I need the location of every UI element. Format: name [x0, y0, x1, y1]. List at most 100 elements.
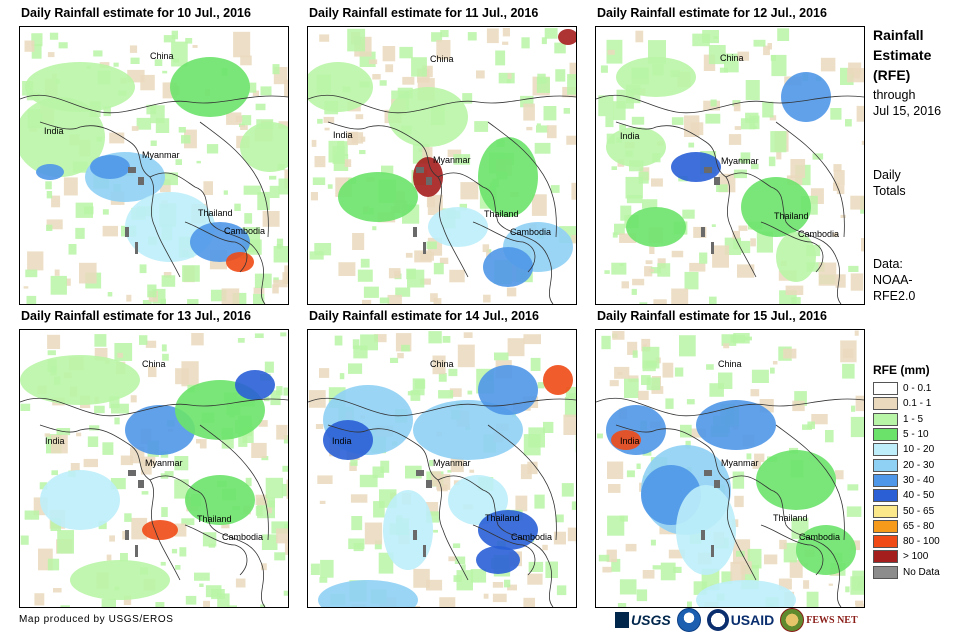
rain-cell [276, 424, 288, 440]
rain-cell [453, 154, 471, 165]
rain-area [478, 365, 538, 415]
rain-cell [699, 252, 708, 264]
rain-cell [199, 439, 207, 449]
rain-cell [462, 93, 473, 104]
rain-cell [460, 182, 479, 200]
rain-cell [820, 57, 836, 72]
rain-cell [237, 338, 245, 343]
legend-label: No Data [903, 566, 940, 578]
rain-cell [315, 424, 324, 429]
rain-cell [447, 470, 452, 473]
rain-cell [772, 361, 778, 365]
title-line-estimate: Estimate [873, 47, 932, 63]
rain-cell [161, 507, 168, 517]
rain-cell [402, 76, 415, 85]
rain-area [776, 232, 816, 282]
rain-cell [523, 103, 535, 121]
rain-cell [494, 352, 509, 361]
legend-row: 20 - 30 [873, 457, 940, 472]
rain-area [606, 127, 666, 167]
legend-swatch [873, 412, 898, 426]
rain-cell [671, 250, 684, 258]
rain-cell [120, 455, 133, 466]
no-data-patch [423, 545, 426, 557]
border-line [184, 524, 248, 576]
rain-cell [452, 543, 461, 548]
rain-cell [174, 479, 189, 499]
rain-cell [319, 368, 330, 378]
rain-cell [349, 462, 357, 471]
rain-cell [601, 335, 611, 350]
rain-cell [374, 540, 382, 550]
rain-cell [737, 51, 750, 61]
rain-cell [245, 477, 252, 487]
map-canvas: China India Myanmar Thailand Cambodia [20, 30, 288, 304]
rain-cell [790, 159, 806, 178]
rain-cell [101, 598, 116, 607]
rain-cell [258, 420, 268, 427]
place-label-china: China [150, 51, 174, 61]
border-line [760, 221, 824, 273]
rain-cell [449, 388, 462, 397]
rain-cell [447, 149, 462, 157]
rain-cell [848, 265, 859, 272]
rain-cell [534, 142, 551, 154]
rain-cell [350, 494, 368, 503]
rain-area [483, 247, 533, 287]
rain-cell [163, 35, 176, 43]
no-data-patch [125, 530, 129, 540]
rain-cell [428, 331, 442, 344]
place-label-india: India [620, 131, 640, 141]
rain-cell [828, 583, 833, 586]
rain-cell [563, 414, 576, 435]
rain-cell [740, 118, 756, 130]
rain-cell [636, 589, 648, 602]
rain-cell [723, 343, 730, 349]
border-line [596, 397, 864, 417]
place-label-china: China [430, 54, 454, 64]
rain-cell [235, 578, 246, 588]
border-line [596, 94, 864, 114]
no-data-patch [714, 177, 720, 185]
rain-cell [175, 368, 189, 385]
through-date: Jul 15, 2016 [873, 104, 942, 118]
rain-cell [506, 79, 511, 84]
rain-cell [840, 214, 846, 218]
rain-cell [564, 397, 576, 417]
legend-row: 10 - 20 [873, 442, 940, 457]
rain-cell [161, 344, 167, 352]
rain-cell [614, 366, 630, 379]
rain-area [170, 57, 250, 117]
legend-row: 80 - 100 [873, 534, 940, 549]
rain-cell [39, 482, 48, 490]
rain-area [323, 420, 373, 460]
no-data-patch [413, 227, 417, 237]
rain-cell [161, 275, 176, 287]
rain-cell [687, 601, 692, 607]
rain-cell [783, 542, 798, 563]
data-label: Data: [873, 257, 903, 271]
fews-globe-icon [780, 608, 805, 632]
rain-cell [806, 591, 819, 607]
rain-cell [269, 185, 280, 198]
rain-area [616, 57, 696, 97]
rain-cell [543, 106, 557, 121]
rain-cell [240, 125, 248, 130]
map-panel: Daily Rainfall estimate for 11 Jul., 201… [307, 6, 577, 305]
rain-cell [733, 238, 741, 250]
rain-cell [442, 336, 451, 343]
rain-cell [553, 531, 566, 545]
place-label-myanmar: Myanmar [145, 458, 183, 468]
border-line [39, 424, 81, 433]
border-line [487, 121, 557, 238]
rain-area [543, 365, 573, 395]
rain-cell [660, 562, 676, 581]
rain-cell [109, 396, 120, 409]
panel-title: Daily Rainfall estimate for 14 Jul., 201… [309, 309, 539, 323]
legend-label: 30 - 40 [903, 474, 935, 486]
rain-cell [539, 77, 548, 83]
rain-cell [267, 507, 272, 514]
rain-cell [123, 595, 132, 605]
rain-cell [439, 597, 456, 607]
rain-cell [492, 593, 507, 603]
